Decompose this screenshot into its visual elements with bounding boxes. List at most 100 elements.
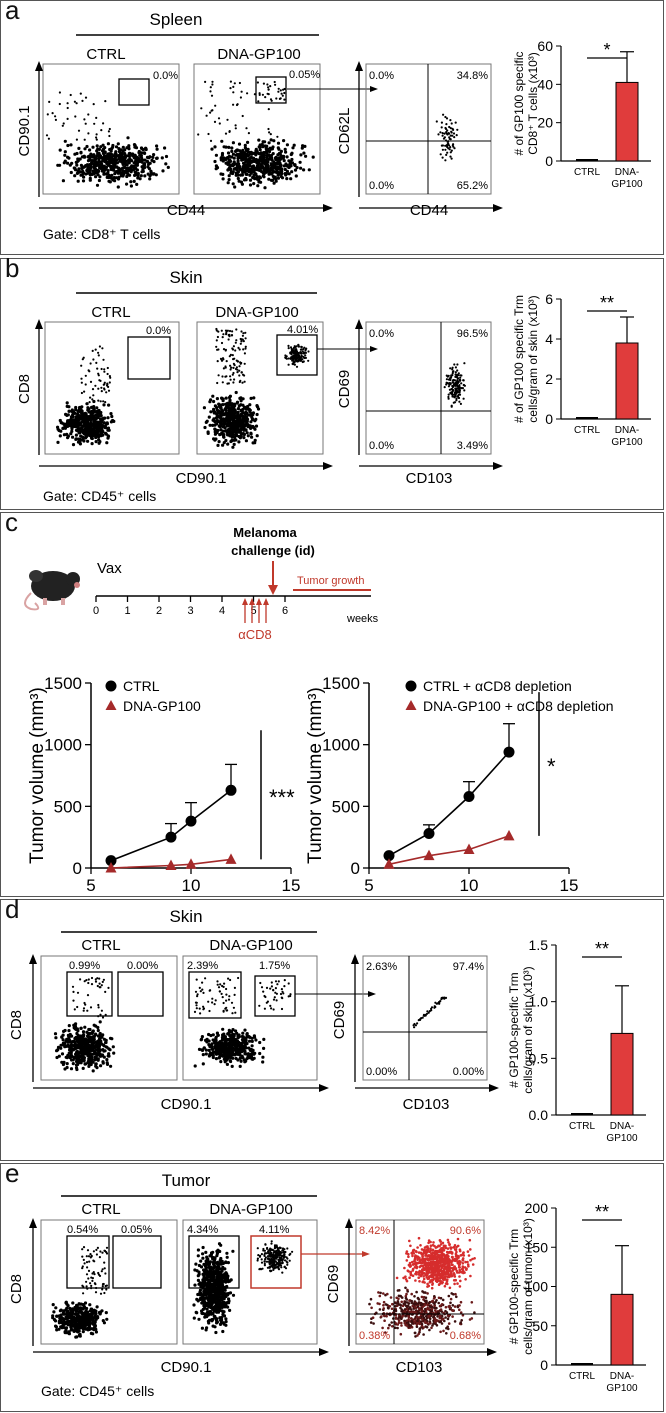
arrow-head xyxy=(35,61,43,71)
flow-dot xyxy=(245,153,249,158)
line-y-tick-label: 0 xyxy=(351,859,360,878)
flow-dot xyxy=(435,120,438,123)
flow-dot xyxy=(241,334,244,337)
flow-dot xyxy=(204,1048,208,1052)
flow-dot xyxy=(240,182,244,186)
flow-dot xyxy=(201,988,204,991)
flow-dot xyxy=(273,163,277,167)
flow-dot xyxy=(450,392,453,395)
flow-dot xyxy=(72,1023,76,1027)
flow-dot xyxy=(80,405,84,409)
flow-dot xyxy=(202,1005,205,1008)
flow-dot xyxy=(231,1249,235,1253)
flow-dot xyxy=(106,428,110,432)
flow-dot xyxy=(287,982,290,985)
flow-dot xyxy=(207,1039,211,1043)
flow-dot xyxy=(245,172,249,176)
flow-dot xyxy=(59,1043,63,1047)
flow-dot xyxy=(82,430,86,434)
flow-dot xyxy=(297,358,300,361)
flow-dot xyxy=(272,989,275,992)
flow-dot xyxy=(88,401,91,404)
flow-dot xyxy=(276,135,279,138)
flow-dot xyxy=(67,409,71,413)
flow-dot xyxy=(73,100,76,103)
flow-dot xyxy=(218,1271,222,1275)
flow-dot xyxy=(86,1048,90,1052)
flow-dot xyxy=(59,429,63,433)
flow-dot xyxy=(222,433,226,437)
flow-dot xyxy=(218,1274,222,1278)
flow-dot xyxy=(200,1326,204,1330)
flow-dot xyxy=(224,396,228,400)
flow-dot xyxy=(239,1044,243,1048)
flow-dot xyxy=(85,168,89,173)
flow-dot xyxy=(98,1031,102,1036)
flow-dot xyxy=(71,1307,75,1311)
flow-dot xyxy=(219,1280,223,1284)
flow-dot xyxy=(455,397,458,400)
flow-dot xyxy=(103,383,106,386)
flow-dot xyxy=(230,1064,234,1068)
flow-dot xyxy=(76,1317,80,1321)
flow-dot xyxy=(456,363,459,366)
gate-box xyxy=(276,334,318,376)
flow-dot xyxy=(232,345,235,348)
flow-dot xyxy=(254,157,258,162)
flow-dot xyxy=(129,180,133,184)
bar-y-tick-label: 0 xyxy=(545,411,553,427)
flow-dot xyxy=(273,996,276,999)
flow-dot xyxy=(206,431,210,435)
flow-dot xyxy=(199,1296,203,1300)
flow-dot xyxy=(85,1261,89,1264)
flow-dot xyxy=(303,351,306,354)
flow-dot xyxy=(215,1319,219,1323)
flow-dot xyxy=(79,1317,83,1321)
flow-dot xyxy=(453,136,456,139)
flow-dot xyxy=(289,351,292,354)
flow-dot xyxy=(51,112,54,115)
flow-dot xyxy=(237,976,240,980)
flow-dot xyxy=(150,158,154,162)
flow-dot xyxy=(223,982,226,985)
flow-dot xyxy=(293,163,297,167)
flow-dot xyxy=(214,1317,218,1321)
bar-y-tick-label: 1.0 xyxy=(529,994,549,1010)
flow-dot xyxy=(299,351,302,354)
flow-dot xyxy=(279,154,283,158)
flow-dot xyxy=(230,402,234,406)
flow-dot xyxy=(100,1053,104,1057)
flow-dot xyxy=(243,419,247,423)
flow-dot xyxy=(97,387,100,390)
flow-dot xyxy=(258,1040,262,1045)
flow-dot xyxy=(225,993,228,996)
flow-dot xyxy=(206,1291,210,1295)
flow-dot xyxy=(449,376,452,379)
flow-dot xyxy=(237,142,242,146)
panel-a-figure: Spleen CTRL DNA-GP100 0.0% 0.05% CD90.1 … xyxy=(16,10,651,242)
flow-dot xyxy=(209,90,212,93)
flow-dot xyxy=(272,998,276,1001)
flow-dot xyxy=(62,1319,66,1323)
flow-dot xyxy=(281,1247,285,1250)
flow-dot xyxy=(229,1059,233,1064)
flow-plot-dna xyxy=(182,955,318,1081)
flow-dot xyxy=(232,1006,235,1009)
flow-dot xyxy=(221,1275,225,1279)
flow-dot xyxy=(204,80,207,83)
flow-dot xyxy=(133,145,137,149)
flow-dot xyxy=(245,431,249,435)
flow-dot xyxy=(213,438,217,442)
flow-dot xyxy=(80,377,83,380)
x-axis-label: CD90.1 xyxy=(176,470,227,487)
flow-dot xyxy=(252,1052,256,1056)
flow-plot-dna xyxy=(193,63,321,195)
flow-dot xyxy=(93,1273,96,1276)
flow-dot xyxy=(109,376,112,379)
flow-dot xyxy=(441,156,444,159)
flow-dot xyxy=(234,433,239,437)
flow-dot xyxy=(79,978,82,981)
flow-dot xyxy=(221,1300,225,1304)
flow-dot xyxy=(82,1305,87,1309)
flow-dot xyxy=(101,1016,105,1019)
